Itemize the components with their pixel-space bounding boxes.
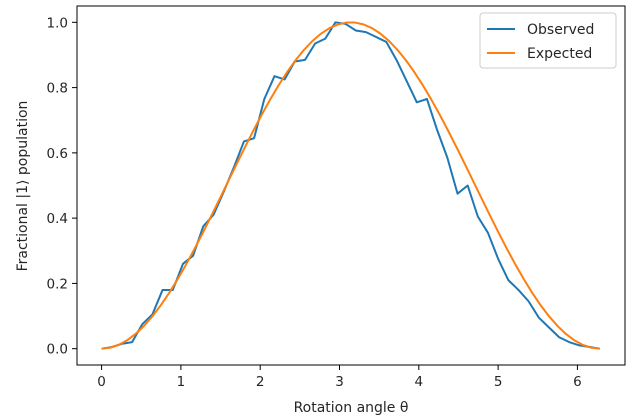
y-tick-label: 0.0 <box>47 342 68 358</box>
legend-label-observed: Observed <box>527 22 594 38</box>
series-line-observed <box>101 21 601 350</box>
y-axis: 0.0 0.2 0.4 0.6 0.8 1.0 <box>47 15 77 358</box>
y-tick-label: 0.6 <box>47 146 68 162</box>
x-tick-label: 3 <box>335 374 344 390</box>
plot-frame <box>76 5 626 366</box>
x-tick-label: 2 <box>256 374 265 390</box>
x-tick-label: 6 <box>573 374 582 390</box>
x-tick-label: 4 <box>415 374 424 390</box>
x-axis-label: Rotation angle θ <box>294 400 409 416</box>
y-tick-label: 1.0 <box>47 15 68 31</box>
legend-label-expected: Expected <box>527 46 592 62</box>
x-tick-label: 5 <box>494 374 503 390</box>
y-tick-label: 0.8 <box>47 81 68 97</box>
series-line-expected <box>101 21 600 350</box>
y-tick-label: 0.4 <box>47 211 68 227</box>
series-layer <box>101 21 601 350</box>
y-tick-label: 0.2 <box>47 276 68 292</box>
x-tick-label: 1 <box>177 374 186 390</box>
y-axis-label: Fractional |1⟩ population <box>15 101 31 272</box>
legend-box <box>479 12 617 69</box>
x-axis: 0 1 2 3 4 5 6 <box>97 365 582 390</box>
legend: Observed Expected <box>479 12 617 69</box>
x-tick-label: 0 <box>97 374 106 390</box>
